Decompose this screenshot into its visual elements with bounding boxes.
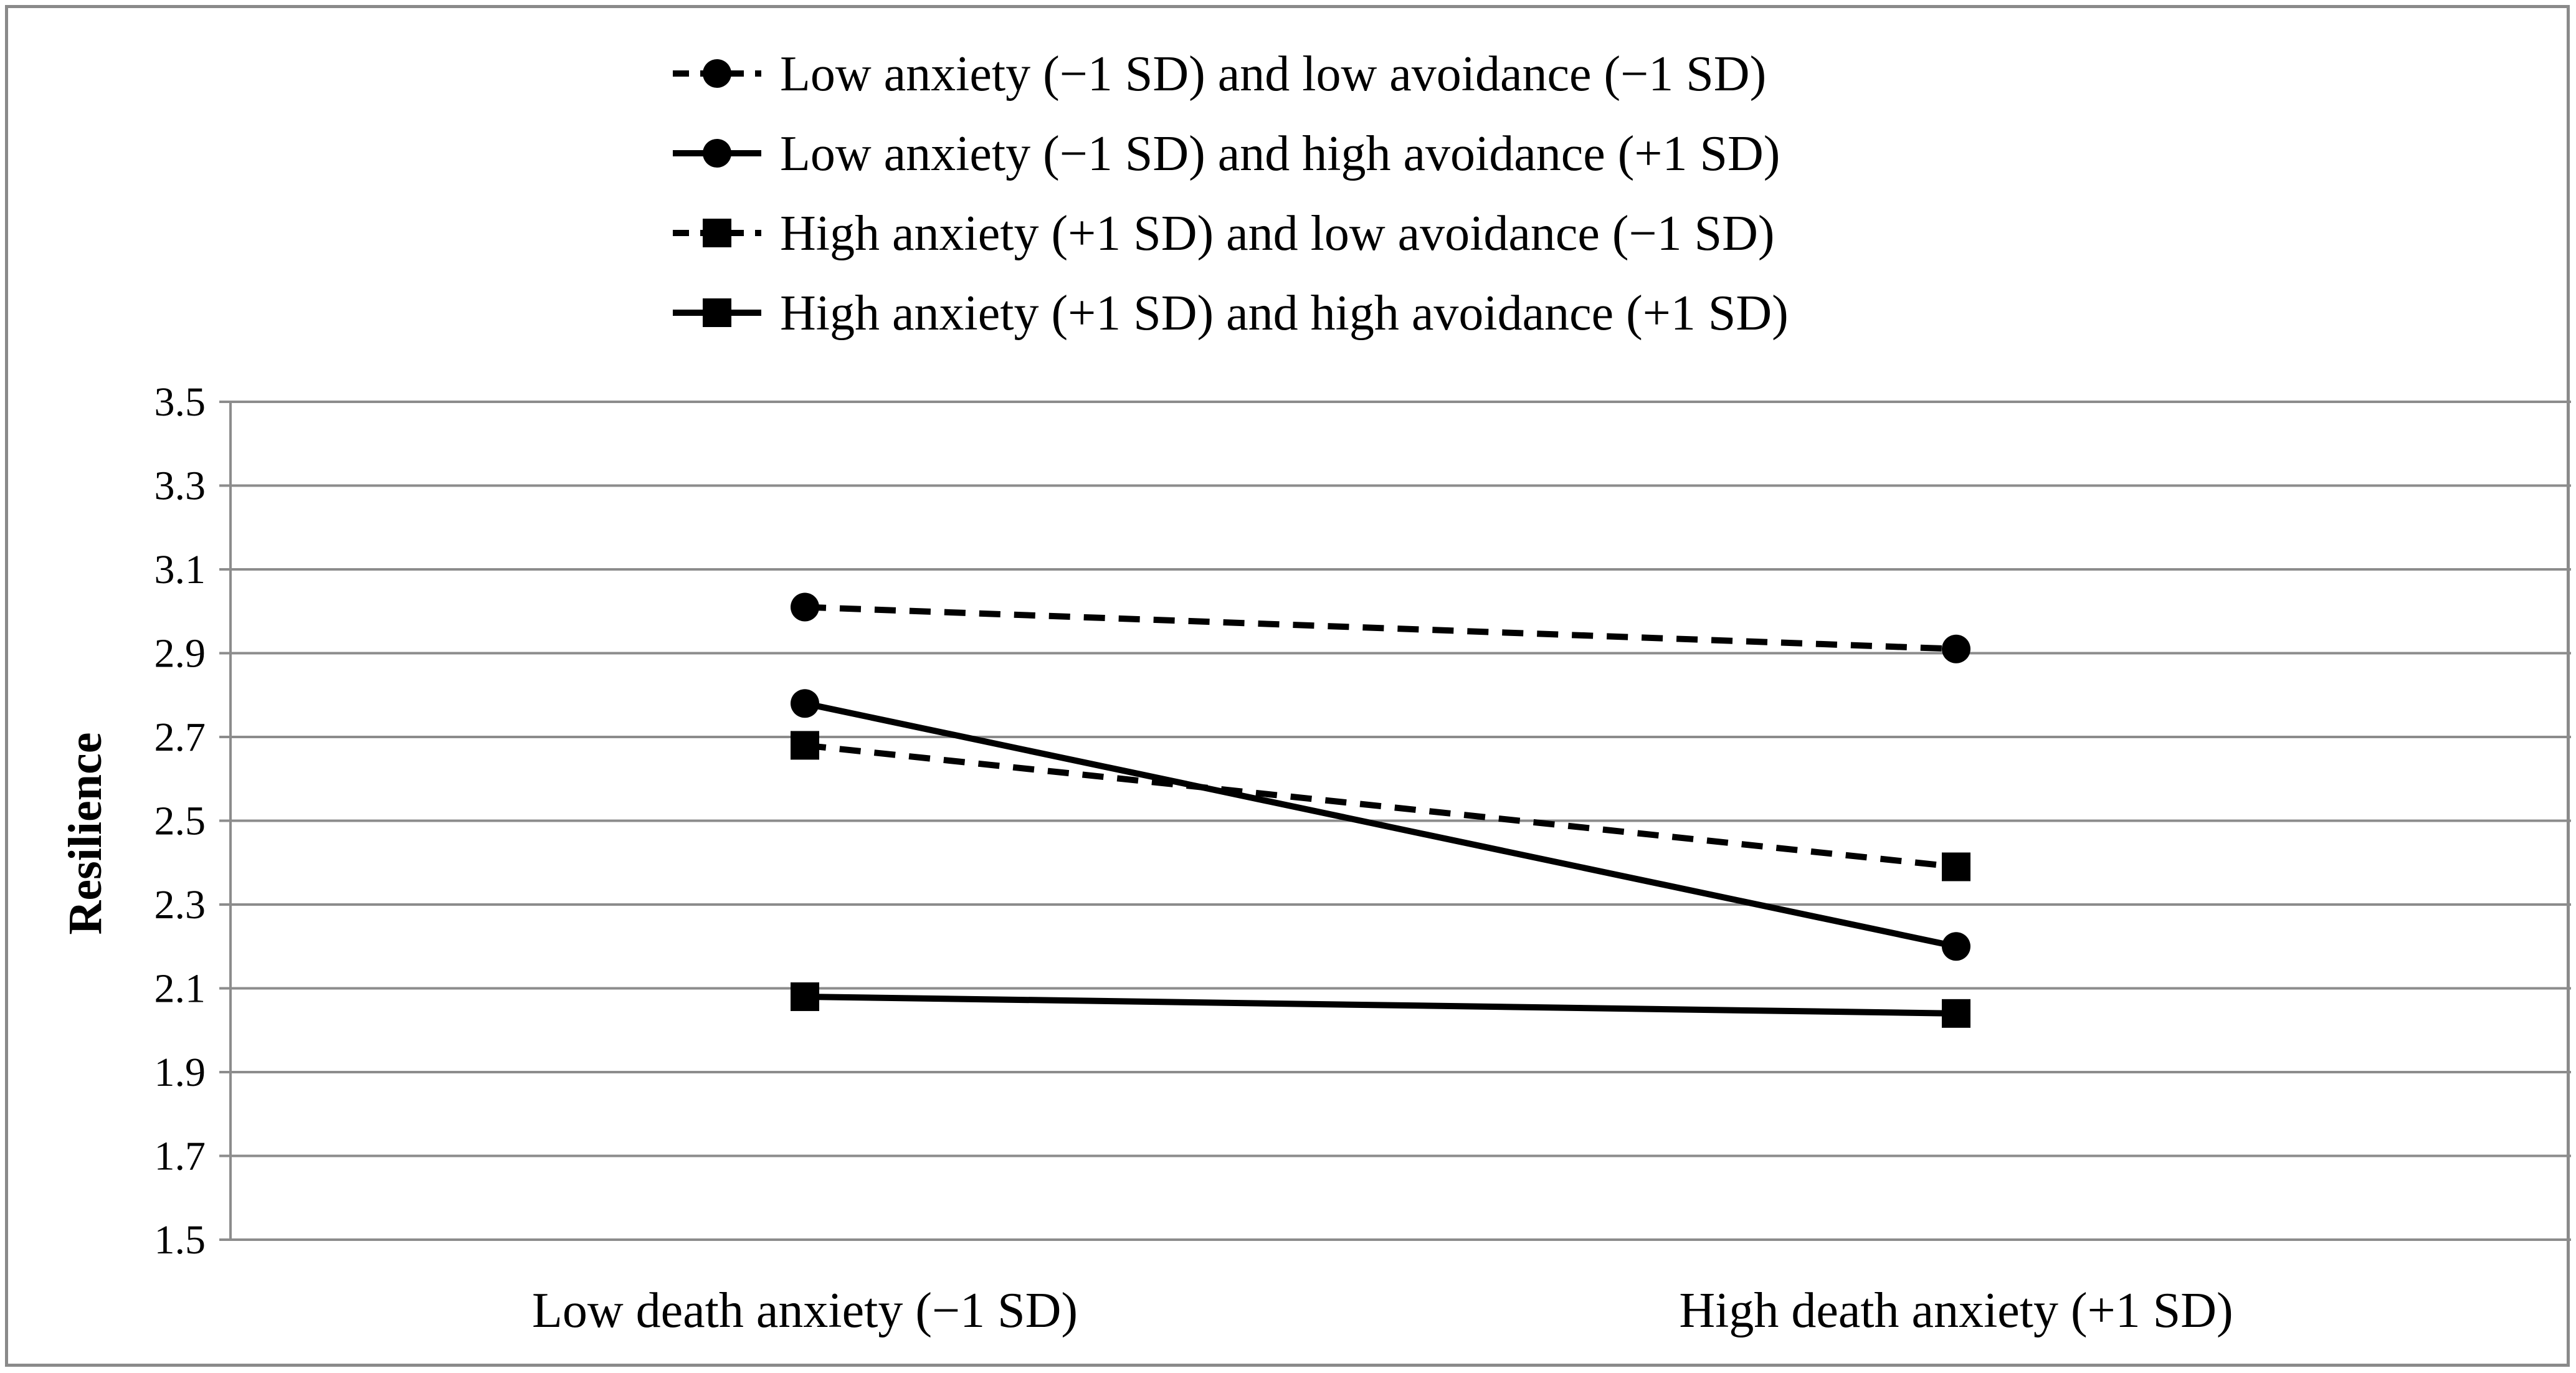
legend-swatch-marker: [703, 139, 731, 168]
y-axis: 1.5 1.7 1.9 2.1 2.3 2.5 2.7 2.9 3.1 3.3 3.5: [154, 379, 232, 1263]
legend-label: Low anxiety (−1 SD) and high avoidance (…: [780, 126, 1780, 181]
y-tick-label: 1.9: [154, 1050, 206, 1095]
x-axis: Low death anxiety (−1 SD) High death anxi…: [532, 1283, 2233, 1338]
series-line-3: [804, 742, 1957, 870]
series-3-marker-high-death-anxiety-1-sd: [1942, 852, 1970, 881]
series-line-4: [804, 993, 1957, 1017]
series-2-marker-low-death-anxiety-1-sd: [791, 689, 819, 718]
legend: Low anxiety (−1 SD) and low avoidance (−…: [673, 47, 1789, 341]
chart-frame: [5, 5, 2570, 1367]
legend-swatch-marker: [703, 59, 731, 88]
legend-label: High anxiety (+1 SD) and low avoidance (…: [780, 206, 1775, 261]
y-tick-label: 1.7: [154, 1134, 206, 1179]
y-tick-label: 3.1: [154, 547, 206, 592]
y-axis-title: Resilience: [59, 732, 112, 934]
series-markers: [791, 592, 1970, 1028]
y-tick-label: 2.9: [154, 631, 206, 677]
y-tick-label: 2.1: [154, 966, 206, 1012]
legend-swatch-marker: [703, 298, 731, 327]
series-lines: [804, 604, 1957, 1017]
y-tick-label: 1.5: [154, 1217, 206, 1263]
legend-item-1: Low anxiety (−1 SD) and low avoidance (−…: [673, 47, 1766, 102]
legend-label: High anxiety (+1 SD) and high avoidance …: [780, 286, 1789, 341]
x-category-label: High death anxiety (+1 SD): [1679, 1283, 2233, 1338]
legend-item-3: High anxiety (+1 SD) and low avoidance (…: [673, 206, 1775, 261]
legend-item-4: High anxiety (+1 SD) and high avoidance …: [673, 286, 1789, 341]
y-tick-label: 2.3: [154, 882, 206, 928]
y-tick-label: 3.5: [154, 379, 206, 425]
series-line-1: [804, 604, 1957, 652]
series-1-marker-low-death-anxiety-1-sd: [791, 592, 819, 622]
legend-swatch-marker: [703, 219, 731, 247]
x-category-label: Low death anxiety (−1 SD): [532, 1283, 1078, 1338]
series-line-2: [804, 700, 1957, 950]
legend-item-2: Low anxiety (−1 SD) and high avoidance (…: [673, 126, 1780, 181]
y-tick-label: 2.5: [154, 799, 206, 844]
series-3-marker-low-death-anxiety-1-sd: [791, 731, 819, 760]
series-4-marker-low-death-anxiety-1-sd: [791, 982, 819, 1011]
y-tick-label: 3.3: [154, 463, 206, 509]
legend-label: Low anxiety (−1 SD) and low avoidance (−…: [780, 47, 1766, 102]
gridlines: [231, 401, 2571, 1241]
y-tick-label: 2.7: [154, 715, 206, 760]
series-4-marker-high-death-anxiety-1-sd: [1942, 999, 1970, 1028]
series-1-marker-high-death-anxiety-1-sd: [1942, 634, 1970, 663]
series-2-marker-high-death-anxiety-1-sd: [1942, 932, 1970, 961]
